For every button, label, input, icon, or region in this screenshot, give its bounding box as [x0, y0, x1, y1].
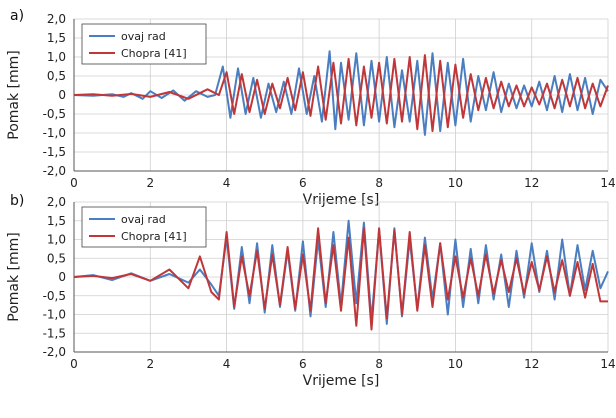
panel-b-xtick-label: 4	[223, 357, 231, 371]
panel-a-ytick-label: 0,5	[47, 69, 66, 83]
panel-a-legend-label-ovaj-rad: ovaj rad	[121, 30, 166, 43]
panel-a-xtick-label: 6	[299, 176, 307, 190]
panel-b-xtick-label: 14	[600, 357, 615, 371]
panel-a-ytick-label: -0,5	[43, 107, 66, 121]
panel-b-y-axis-title: Pomak [mm]	[6, 232, 22, 321]
panel-a-xtick-label: 12	[524, 176, 539, 190]
panel-a-ytick-label: -1,5	[43, 145, 66, 159]
panel-a-series-ovaj-rad-line	[73, 50, 609, 136]
panel-b-legend-label-chopra: Chopra [41]	[121, 230, 187, 243]
panel-a-x-axis-title: Vrijeme [s]	[303, 192, 380, 208]
panel-b-ytick-label: 0,5	[47, 251, 66, 265]
panel-b-xtick-label: 12	[524, 357, 539, 371]
panel-a-ytick-label: -2,0	[43, 164, 66, 178]
panel-a-legend-box	[81, 23, 207, 65]
panel-a-y-axis-title: Pomak [mm]	[6, 50, 22, 139]
panel-b-legend-box	[81, 206, 207, 248]
panel-b-label: b)	[10, 193, 24, 209]
panel-b-x-axis-title: Vrijeme [s]	[303, 373, 380, 389]
panel-a-xtick-label: 0	[70, 176, 78, 190]
panel-b-xtick-label: 0	[70, 357, 78, 371]
panel-b-legend-label-ovaj-rad: ovaj rad	[121, 213, 166, 226]
panel-a-xtick-label: 2	[146, 176, 154, 190]
panel-b-xtick-label: 10	[448, 357, 463, 371]
panel-a-ytick-label: 0	[58, 88, 66, 102]
panel-b-ytick-label: -1,0	[43, 308, 66, 322]
panel-a-xtick-label: 4	[223, 176, 231, 190]
panel-b-xtick-label: 6	[299, 357, 307, 371]
panel-b-ytick-label: -2,0	[43, 345, 66, 359]
panel-a-xtick-label: 14	[600, 176, 615, 190]
panel-b-ytick-label: 0	[58, 270, 66, 284]
panel-b-series-chopra-line	[73, 227, 608, 331]
panel-a-ytick-label: 2,0	[47, 12, 66, 26]
panel-b-ytick-label: 1,0	[47, 233, 66, 247]
panel-a-legend-label-chopra: Chopra [41]	[121, 47, 187, 60]
panel-a-ytick-label: 1,0	[47, 50, 66, 64]
panel-b-ytick-label: -1,5	[43, 326, 66, 340]
panel-b-xtick-label: 8	[375, 357, 383, 371]
panel-a-ytick-label: -1,0	[43, 126, 66, 140]
panel-a-xtick-label: 8	[375, 176, 383, 190]
panel-b-xtick-label: 2	[146, 357, 154, 371]
panel-a-xtick-label: 10	[448, 176, 463, 190]
panel-a-label: a)	[10, 8, 24, 24]
panel-b-ytick-label: 1,5	[47, 214, 66, 228]
panel-b-ytick-label: -0,5	[43, 289, 66, 303]
panel-b-ytick-label: 2,0	[47, 195, 66, 209]
panel-a-ytick-label: 1,5	[47, 31, 66, 45]
panel-a-series-chopra-line	[73, 54, 609, 133]
